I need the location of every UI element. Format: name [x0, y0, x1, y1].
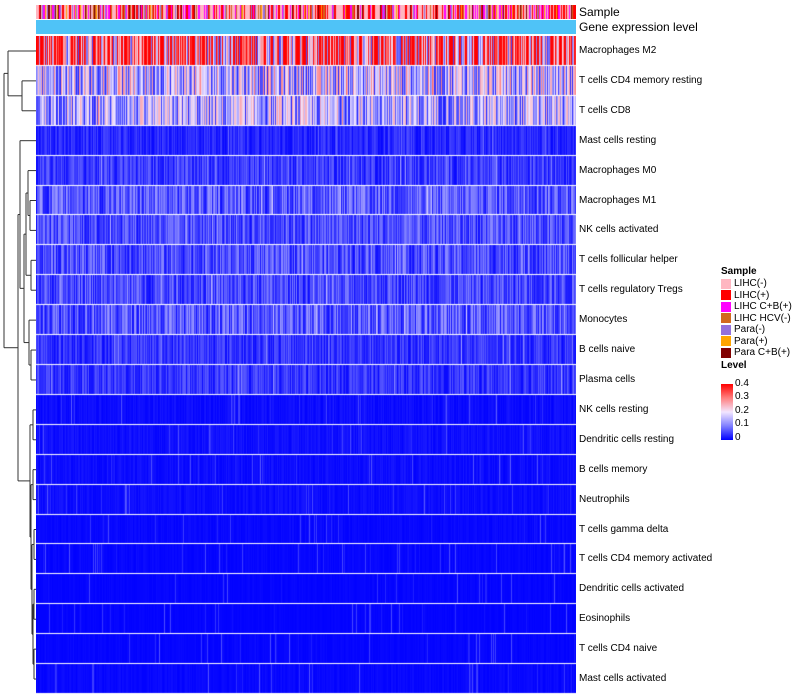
row-label: T cells CD4 memory resting [579, 74, 703, 86]
legend-swatch [721, 336, 731, 347]
legend-swatch [721, 290, 731, 301]
legend-sample-label: LIHC C+B(+) [734, 301, 792, 313]
level-tick-label: 0.4 [735, 377, 749, 389]
legend-sample-item: Para C+B(+) [721, 347, 792, 359]
row-label: Macrophages M0 [579, 164, 657, 176]
row-label: Neutrophils [579, 493, 630, 505]
legend-sample-label: Para(-) [734, 324, 766, 336]
legend-sample-item: LIHC(+) [721, 290, 792, 302]
row-label: T cells follicular helper [579, 254, 678, 266]
row-label: Macrophages M1 [579, 194, 657, 206]
level-tick-label: 0.3 [735, 391, 749, 402]
legend-level: 0.4 0.3 0.2 0.1 0 [721, 373, 792, 445]
legend-swatch [721, 278, 731, 289]
row-label: Monocytes [579, 314, 628, 326]
row-label: B cells memory [579, 463, 648, 475]
legend-sample-item: LIHC HCV(-) [721, 313, 792, 325]
legend-swatch [721, 347, 731, 358]
legend-sample-item: Para(+) [721, 336, 792, 348]
legend-sample-title: Sample [721, 266, 757, 277]
row-label: B cells naive [579, 344, 636, 356]
legend: Sample LIHC(-) LIHC(+) LIHC C+B(+) LIHC HCV… [721, 266, 792, 445]
level-tick-label: 0 [735, 431, 741, 443]
legend-sample-items: LIHC(-) LIHC(+) LIHC C+B(+) LIHC HCV(-) Para… [721, 278, 792, 359]
legend-swatch [721, 313, 731, 324]
row-label: T cells CD8 [579, 104, 631, 116]
legend-sample-label: Para C+B(+) [734, 347, 791, 359]
row-label: NK cells activated [579, 224, 659, 236]
level-tick-label: 0.1 [735, 418, 749, 429]
gene-expression-annotation-bar [36, 20, 576, 34]
legend-sample-label: LIHC(-) [734, 278, 767, 290]
row-dendrogram [3, 50, 36, 680]
legend-sample-item: Para(-) [721, 324, 792, 336]
annotation-label-sample: Sample [579, 5, 620, 19]
legend-sample-label: LIHC(+) [734, 289, 770, 301]
row-label: T cells CD4 memory activated [579, 553, 713, 565]
row-label: T cells CD4 naive [579, 643, 658, 655]
sample-annotation-bar [36, 5, 576, 19]
legend-swatch [721, 301, 731, 312]
row-label: Mast cells resting [579, 134, 657, 146]
legend-sample-label: Para(+) [734, 335, 768, 347]
row-label: Dendritic cells activated [579, 583, 685, 595]
legend-sample-item: LIHC(-) [721, 278, 792, 290]
row-label: Plasma cells [579, 373, 636, 385]
row-label: Macrophages M2 [579, 44, 657, 56]
row-label: Dendritic cells resting [579, 433, 675, 445]
row-label: Eosinophils [579, 613, 631, 625]
annotation-label-gene-expression: Gene expression level [579, 20, 698, 34]
level-tick-label: 0.2 [735, 404, 749, 416]
heatmap-cells [36, 36, 576, 694]
legend-swatch [721, 324, 731, 335]
row-label: Mast cells activated [579, 673, 667, 685]
legend-sample-label: LIHC HCV(-) [734, 312, 791, 324]
level-color-bar [721, 383, 733, 440]
row-label: T cells gamma delta [579, 523, 669, 535]
row-label: NK cells resting [579, 403, 649, 415]
row-label: T cells regulatory Tregs [579, 284, 683, 296]
legend-level-title: Level [721, 359, 747, 371]
legend-sample-item: LIHC C+B(+) [721, 301, 792, 313]
